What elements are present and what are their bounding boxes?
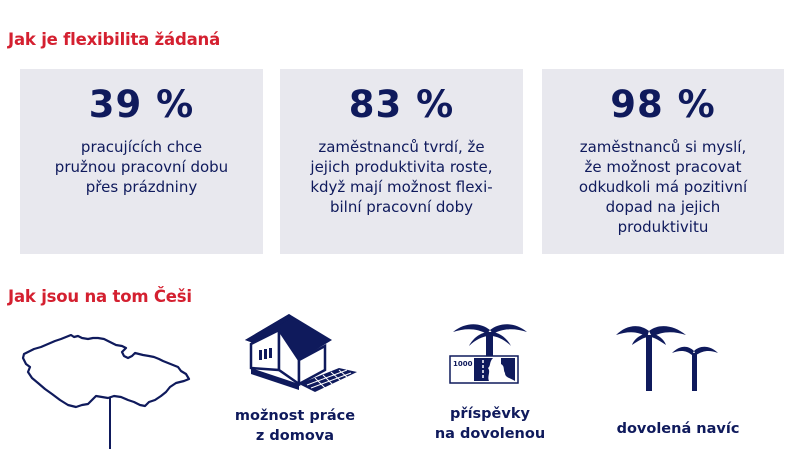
banknote-value: 1000 bbox=[453, 360, 473, 368]
two-palms-icon bbox=[616, 323, 758, 393]
feature-label: příspěvky na dovolenou bbox=[434, 406, 546, 442]
feature-extra-vacation: dovolená navíc bbox=[598, 323, 758, 439]
palm-banknote-icon: 1000 bbox=[445, 318, 565, 388]
feature-label: možnost práce z domova bbox=[234, 408, 356, 444]
stat-description: zaměstnanců si myslí, že možnost pracova… bbox=[578, 138, 748, 236]
section-title-czech: Jak jsou na tom Češi bbox=[8, 287, 192, 306]
house-laptop-icon bbox=[237, 312, 375, 394]
feature-label: dovolená navíc bbox=[616, 421, 740, 437]
stat-description: zaměstnanců tvrdí, že jejich produktivit… bbox=[310, 138, 493, 216]
stat-value: 39 % bbox=[88, 83, 195, 126]
stat-value: 83 % bbox=[348, 83, 455, 126]
feature-work-from-home: možnost práce z domova bbox=[215, 312, 375, 446]
stat-card: 98 % zaměstnanců si myslí, že možnost pr… bbox=[542, 69, 784, 254]
stat-card: 39 % pracujících chce pružnou pracovní d… bbox=[20, 69, 263, 254]
section-title-demand: Jak je flexibilita žádaná bbox=[8, 30, 221, 49]
feature-holiday-contribution: 1000 příspěvky na dovolenou bbox=[415, 318, 565, 444]
czech-map-icon bbox=[18, 334, 198, 449]
stat-value: 98 % bbox=[610, 83, 716, 126]
stat-card: 83 % zaměstnanců tvrdí, že jejich produk… bbox=[280, 69, 523, 254]
stat-description: pracujících chce pružnou pracovní dobu p… bbox=[54, 138, 229, 196]
